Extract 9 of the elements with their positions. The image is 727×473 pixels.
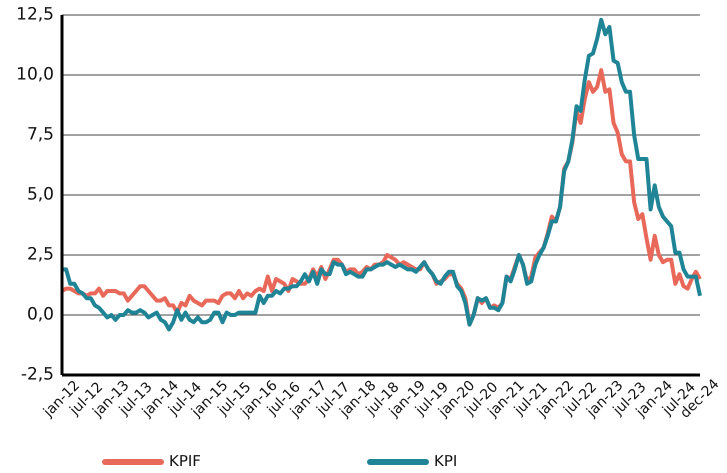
y-tick-label: 5,0 bbox=[26, 184, 54, 205]
legend-label: KPI bbox=[434, 452, 458, 470]
y-tick-label: 2,5 bbox=[26, 244, 54, 265]
y-tick-label: 7,5 bbox=[26, 124, 54, 145]
y-tick-label: -2,5 bbox=[20, 364, 54, 385]
y-tick-label: 10,0 bbox=[16, 64, 54, 85]
y-tick-label: 12,5 bbox=[16, 4, 54, 25]
legend-label: KPIF bbox=[169, 452, 201, 470]
y-tick-label: 0,0 bbox=[26, 304, 54, 325]
